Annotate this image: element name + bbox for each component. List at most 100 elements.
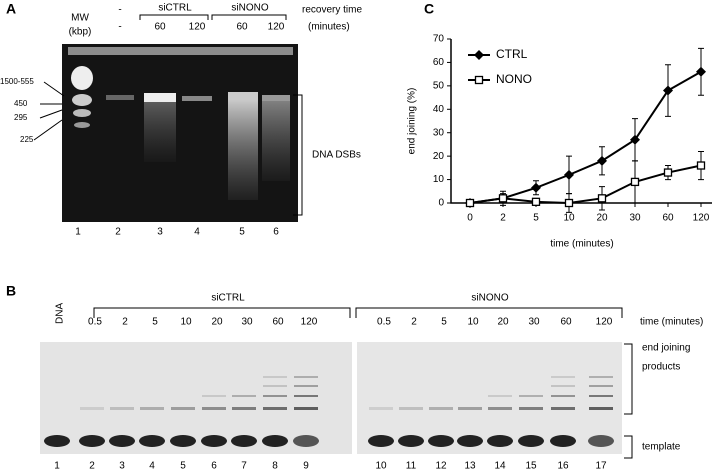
mw-marker: 1500-555: [0, 77, 34, 86]
product-band: [488, 407, 512, 410]
template-band: [368, 435, 394, 447]
product-band: [263, 385, 287, 387]
bracket: [139, 14, 287, 20]
lane-number: 13: [464, 461, 476, 472]
y-tick-label: 10: [433, 174, 445, 185]
lane-number: 2: [89, 461, 95, 472]
y-tick-label: 40: [433, 104, 445, 115]
lane-number: 1: [75, 227, 81, 238]
product-band: [232, 407, 256, 410]
x-tick-label: 0: [467, 213, 473, 224]
marker: [597, 155, 607, 166]
time-label: 5: [441, 317, 447, 328]
panel-c: C end joining (%) time (minutes) 0102030…: [407, 1, 712, 250]
x-tick-label: 5: [533, 213, 539, 224]
time-label: 60: [560, 317, 572, 328]
lane-number: 15: [525, 461, 537, 472]
product-band: [551, 395, 575, 397]
lane-number: 10: [375, 461, 387, 472]
time-header: time (minutes): [640, 317, 703, 328]
series-line: [469, 164, 702, 205]
marker: [564, 169, 574, 180]
series-line: [469, 70, 702, 204]
product-band: [551, 407, 575, 410]
template-band: [109, 435, 135, 447]
y-tick-label: 0: [438, 198, 444, 209]
template-band: [550, 435, 576, 447]
end-joining-label: end joining: [642, 343, 690, 354]
bracket-label: DNA DSBs: [312, 150, 361, 161]
marker: [630, 134, 640, 145]
lane-number: 5: [180, 461, 186, 472]
condition-label: siNONO: [471, 293, 508, 304]
lane-number: 3: [157, 227, 163, 238]
gel: [62, 44, 298, 222]
lane-number: 2: [115, 227, 121, 238]
lane-number: 12: [435, 461, 447, 472]
time-label: 120: [301, 317, 318, 328]
marker: [663, 85, 673, 96]
marker: [597, 194, 607, 203]
y-axis-label: end joining (%): [407, 88, 418, 155]
x-tick-label: 60: [662, 213, 674, 224]
minus-label: -: [118, 22, 121, 33]
time-label: 10: [467, 317, 479, 328]
y-tick-label: 60: [433, 57, 445, 68]
product-band: [140, 407, 164, 410]
lane-number: 3: [119, 461, 125, 472]
product-band: [551, 385, 575, 387]
template-band: [293, 435, 319, 447]
time-label: 20: [497, 317, 509, 328]
time-label: 0.5: [88, 317, 102, 328]
marker: [531, 182, 541, 193]
marker: [465, 198, 475, 208]
time-label: 60: [272, 317, 284, 328]
product-band: [519, 395, 543, 397]
product-band: [263, 376, 287, 378]
time-label: 20: [211, 317, 223, 328]
product-band: [263, 407, 287, 410]
product-band: [294, 395, 318, 397]
x-tick-label: 10: [563, 213, 575, 224]
y-tick-label: 30: [433, 127, 445, 138]
x-axis-label: time (minutes): [550, 239, 613, 250]
mw-marker: 225: [20, 135, 34, 144]
product-band: [202, 395, 226, 397]
time-label: 30: [528, 317, 540, 328]
time-label: 120: [268, 22, 285, 33]
y-tick-label: 20: [433, 151, 445, 162]
product-band: [519, 407, 543, 410]
gel-bands: [68, 47, 293, 200]
lane-number: 6: [211, 461, 217, 472]
lane-number: 4: [149, 461, 155, 472]
template-label: template: [642, 442, 681, 453]
condition-label: siNONO: [231, 3, 268, 14]
template-band: [139, 435, 165, 447]
legend-label: CTRL: [496, 47, 528, 61]
panel-label: B: [6, 283, 16, 299]
template-band: [262, 435, 288, 447]
time-label: 60: [236, 22, 248, 33]
product-band: [294, 376, 318, 378]
product-band: [232, 395, 256, 397]
lane-number: 1: [54, 461, 60, 472]
gel: [357, 342, 622, 454]
product-band: [369, 407, 393, 410]
product-band: [488, 395, 512, 397]
mw-header: MW: [71, 13, 89, 24]
template-band: [44, 435, 70, 447]
marker: [696, 66, 706, 77]
y-tick-label: 70: [433, 34, 445, 45]
template-band: [231, 435, 257, 447]
time-label: 120: [596, 317, 613, 328]
lane-number: 11: [406, 461, 417, 472]
end-joining-label: products: [642, 362, 680, 373]
bracket: [624, 343, 633, 459]
condition-label: siCTRL: [158, 3, 192, 14]
time-label: 2: [411, 317, 417, 328]
product-band: [589, 395, 613, 397]
time-label: 120: [189, 22, 206, 33]
axes: [450, 39, 712, 204]
product-band: [458, 407, 482, 410]
